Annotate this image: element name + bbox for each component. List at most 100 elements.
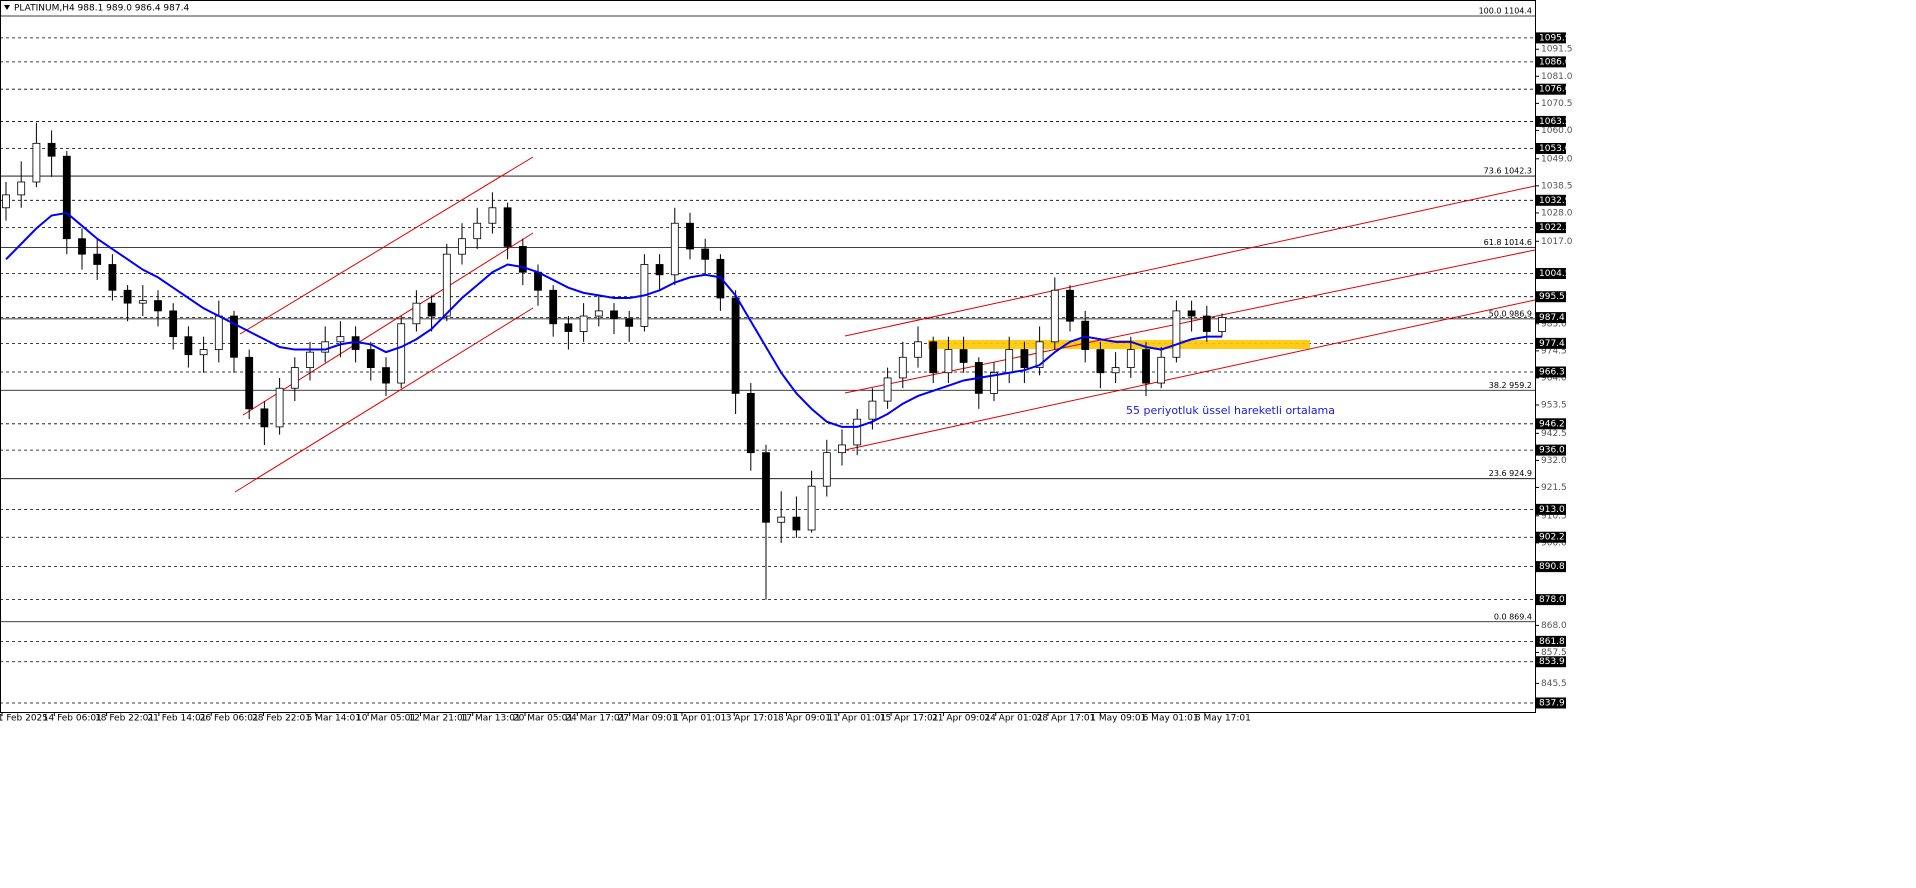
level-label-box <box>1536 83 1566 95</box>
candle-body <box>1081 320 1090 350</box>
level-label-box <box>1536 503 1566 515</box>
level-label-box <box>1536 222 1566 234</box>
level-label: 1063.5 <box>1539 117 1571 127</box>
x-tick-label: 21 Apr 09:01 <box>932 714 991 724</box>
fib-label: 0.0 869.4 <box>1494 612 1532 621</box>
candle-body <box>184 336 193 356</box>
candle-body <box>1142 349 1150 384</box>
level-label: 890.8 <box>1539 562 1565 572</box>
trend-line <box>242 232 534 416</box>
x-tick-label: 26 Feb 06:01 <box>200 714 259 724</box>
support-zone <box>928 340 1310 349</box>
candle-body <box>366 349 375 369</box>
candle-body <box>883 377 892 402</box>
candle-body <box>321 341 330 353</box>
candle-body <box>1066 289 1074 322</box>
x-tick-label: 14 Feb 06:01 <box>43 714 102 724</box>
candle-body <box>929 341 938 374</box>
x-tick-label: 11 Apr 01:01 <box>827 714 886 724</box>
x-tick-label: 24 Apr 01:01 <box>984 714 1043 724</box>
candle-body <box>686 222 694 250</box>
level-label: 966.3 <box>1539 367 1565 377</box>
level-label-box <box>1536 291 1566 303</box>
candle-body <box>670 222 679 276</box>
x-tick-label: 27 Mar 09:01 <box>618 714 678 724</box>
level-label: 946.2 <box>1539 419 1565 429</box>
candle-body <box>230 315 238 358</box>
y-tick-label: 1081.0 <box>1541 72 1573 82</box>
candle-body <box>746 392 755 454</box>
candle-body <box>458 238 466 255</box>
plot-frame <box>0 0 1536 713</box>
x-tick-label: 5 Mar 14:01 <box>307 714 361 724</box>
candle-body <box>169 310 178 338</box>
candle-body <box>1050 289 1059 343</box>
y-tick-label: 900.0 <box>1541 538 1567 548</box>
candle-body <box>838 444 846 454</box>
candle-body <box>260 408 269 428</box>
candle-body <box>1202 315 1211 332</box>
y-tick-label: 845.5 <box>1541 679 1567 689</box>
grid-layer <box>0 15 1539 704</box>
x-tick-label: 11 Feb 2025 <box>0 714 48 724</box>
level-label-box <box>1536 56 1566 68</box>
x-tick-label: 10 Mar 05:01 <box>356 714 416 724</box>
y-tick-label: 964.0 <box>1541 373 1567 383</box>
menu-arrow[interactable] <box>4 5 10 10</box>
y-tick-label: 985.0 <box>1541 319 1567 329</box>
level-label: 913.0 <box>1539 505 1565 515</box>
y-tick-label: 974.5 <box>1541 346 1567 356</box>
candle-body <box>1035 341 1044 369</box>
plot-layer <box>2 122 1226 600</box>
trend-line <box>844 249 1536 394</box>
annotation: 55 periyotluk üssel hareketli ortalama <box>1126 404 1335 417</box>
level-label-box <box>1536 366 1566 378</box>
y-tick-label: 1017.0 <box>1541 237 1573 247</box>
candle-body <box>518 246 527 273</box>
candle-body <box>731 297 740 394</box>
x-tick-label: 1 Apr 01:01 <box>673 714 726 724</box>
level-label-box <box>1536 142 1566 154</box>
level-label: 1053.0 <box>1539 144 1571 154</box>
candle-body <box>199 349 208 356</box>
candle-body <box>564 323 573 332</box>
level-label: 936.0 <box>1539 446 1565 456</box>
level-label-box <box>1536 594 1566 606</box>
x-tick-label: 18 Feb 22:01 <box>95 714 154 724</box>
candle-body <box>868 400 877 420</box>
candle-body <box>473 222 482 240</box>
fib-label: 73.6 1042.3 <box>1484 167 1532 176</box>
candle-body <box>245 356 254 410</box>
candle-body <box>275 387 284 428</box>
y-tick-label: 1049.0 <box>1541 154 1573 164</box>
candle-body <box>534 271 542 291</box>
level-label-box <box>1536 697 1566 709</box>
candle-body <box>914 341 922 358</box>
candle-body <box>503 207 512 247</box>
level-label-box <box>1536 531 1566 543</box>
candle-body <box>32 142 41 183</box>
candle-body <box>655 264 664 276</box>
y-tick-label: 932.0 <box>1541 456 1567 466</box>
y-tick-label: 910.5 <box>1541 511 1567 521</box>
level-label-box <box>1536 194 1566 206</box>
candle-body <box>488 207 497 224</box>
candle-body <box>822 452 831 487</box>
candle-body <box>898 356 907 379</box>
x-tick-label: 3 Apr 17:01 <box>726 714 779 724</box>
level-label: 878.0 <box>1539 595 1565 605</box>
candle-body <box>290 367 299 389</box>
candle-body <box>549 289 558 325</box>
y-tick-label: 868.0 <box>1541 621 1567 631</box>
x-tick-label: 6 May 01:01 <box>1143 714 1199 724</box>
y-tick-label: 1038.5 <box>1541 181 1573 191</box>
candle-body <box>214 315 223 350</box>
fib-label: 100.0 1104.4 <box>1479 6 1532 15</box>
level-label-box <box>1536 418 1566 430</box>
fib-label: 23.6 924.9 <box>1489 469 1532 478</box>
x-tick-label: 17 Mar 13:01 <box>461 714 521 724</box>
fib-label: 61.8 1014.6 <box>1484 238 1532 247</box>
candle-body <box>762 452 770 523</box>
candle-body <box>78 238 86 255</box>
candle-body <box>1005 349 1014 374</box>
